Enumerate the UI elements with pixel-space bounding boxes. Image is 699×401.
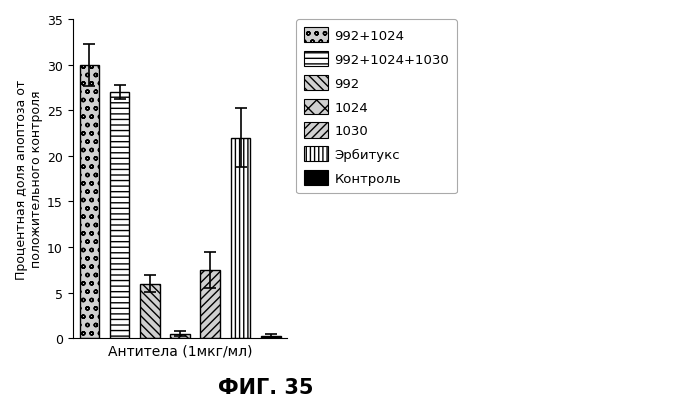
Bar: [201, 270, 220, 338]
Bar: [261, 336, 280, 338]
Bar: [110, 93, 129, 338]
Bar: [80, 65, 99, 338]
Y-axis label: Процентная доля апоптоза от
положительного контроля: Процентная доля апоптоза от положительно…: [15, 79, 43, 279]
Bar: [231, 138, 250, 338]
X-axis label: Антитела (1мкг/мл): Антитела (1мкг/мл): [108, 344, 252, 358]
Legend: 992+1024, 992+1024+1030, 992, 1024, 1030, Эрбитукс, Контроль: 992+1024, 992+1024+1030, 992, 1024, 1030…: [296, 20, 457, 194]
Text: ФИГ. 35: ФИГ. 35: [218, 377, 313, 397]
Bar: [140, 284, 159, 338]
Bar: [171, 334, 190, 338]
